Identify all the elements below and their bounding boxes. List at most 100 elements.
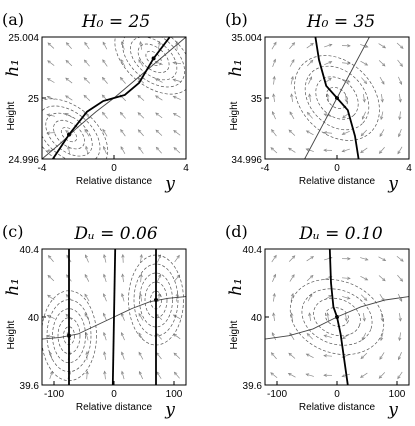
field-arrowhead [326, 93, 330, 98]
field-arrow [49, 371, 53, 380]
y-axis-symbol: h₁ [3, 59, 23, 77]
field-arrowhead [85, 145, 89, 150]
field-arrow [173, 352, 181, 359]
y-tick-label: 35.004 [231, 33, 262, 44]
field-arrowhead [158, 254, 162, 259]
field-arrowhead [288, 129, 293, 134]
field-arrowhead [397, 356, 401, 361]
field-arrow [103, 313, 107, 321]
trajectory-orbit [315, 76, 359, 120]
field-arrowhead [46, 95, 51, 99]
field-arrowhead [400, 258, 404, 262]
field-arrow [47, 78, 55, 83]
panel-title: H₀ = 25 [81, 12, 150, 32]
field-arrowhead [102, 59, 106, 63]
field-arrowhead [323, 113, 328, 117]
field-arrow [289, 111, 295, 120]
field-arrow [139, 371, 143, 380]
field-arrow [103, 351, 107, 360]
field-arrowhead [363, 80, 368, 85]
y-tick-label: 39.6 [243, 381, 263, 392]
field-arrowhead [360, 355, 365, 360]
trajectory-orbit [139, 272, 173, 328]
plot-area [270, 37, 404, 159]
field-arrow [271, 42, 277, 50]
field-arrowhead [120, 332, 124, 336]
field-arrowhead [291, 58, 295, 63]
field-arrow [47, 294, 55, 301]
field-arrowhead [381, 62, 386, 67]
field-arrowhead [138, 312, 142, 317]
field-arrow [174, 274, 180, 282]
field-arrowhead [157, 292, 161, 297]
field-arrow [120, 129, 126, 137]
field-arrowhead [346, 296, 351, 300]
field-arrowhead [323, 354, 327, 358]
field-arrowhead [137, 112, 142, 116]
field-arrow [102, 77, 108, 84]
field-arrowhead [290, 93, 294, 98]
nullcline-thick [328, 249, 349, 385]
field-arrowhead [67, 145, 71, 150]
field-arrow [156, 147, 162, 154]
field-arrow [102, 59, 108, 67]
field-arrowhead [309, 76, 313, 80]
field-arrowhead [103, 331, 107, 336]
trajectory-orbit [324, 307, 350, 327]
field-arrow [360, 147, 368, 153]
field-arrow [86, 371, 88, 380]
field-arrow [324, 44, 332, 48]
field-arrowhead [121, 370, 125, 375]
field-arrowhead [379, 133, 383, 138]
field-arrowhead [137, 94, 141, 99]
field-arrow [138, 352, 144, 360]
field-arrow [156, 371, 162, 379]
panel-label: (d) [225, 222, 248, 241]
field-arrowhead [305, 353, 310, 357]
field-arrowhead [176, 274, 181, 279]
field-arrow [398, 76, 402, 85]
field-arrow [306, 333, 314, 340]
field-arrowhead [101, 111, 106, 116]
field-arrow [273, 76, 275, 85]
panel-title: H₀ = 35 [306, 12, 375, 32]
field-arrowhead [121, 273, 125, 278]
field-arrow [155, 78, 163, 83]
x-tick-label: -4 [38, 163, 47, 174]
field-arrowhead [305, 148, 310, 152]
field-arrowhead [84, 128, 88, 133]
field-arrowhead [363, 297, 368, 302]
field-arrow [272, 274, 276, 282]
field-arrow [84, 274, 90, 282]
field-arrowhead [176, 254, 180, 259]
field-arrowhead [310, 256, 315, 260]
field-arrow [121, 351, 125, 360]
field-arrow [139, 293, 143, 302]
field-arrow [155, 95, 163, 101]
field-arrowhead [290, 292, 294, 297]
field-arrow [103, 332, 107, 341]
field-arrowhead [102, 293, 106, 297]
field-arrowhead [397, 375, 401, 380]
field-arrow [121, 41, 125, 50]
panel-label: (c) [2, 222, 23, 241]
field-arrowhead [398, 317, 402, 322]
field-arrow [155, 129, 163, 136]
field-arrow [138, 332, 144, 341]
field-arrow [289, 274, 295, 282]
field-arrowhead [364, 277, 369, 281]
x-axis-symbol: y [164, 174, 175, 194]
field-arrow [271, 255, 277, 263]
field-arrow [378, 275, 386, 282]
field-arrow [379, 129, 385, 137]
field-arrowhead [65, 59, 70, 64]
field-arrow [138, 146, 144, 154]
field-arrow [173, 96, 181, 100]
y-tick-label: 35 [251, 94, 263, 105]
field-arrowhead [399, 298, 403, 302]
field-arrow [85, 146, 89, 155]
field-arrow [103, 146, 107, 155]
field-arrowhead [272, 58, 277, 63]
field-arrowhead [65, 77, 69, 81]
x-tick-label: 100 [166, 389, 183, 400]
